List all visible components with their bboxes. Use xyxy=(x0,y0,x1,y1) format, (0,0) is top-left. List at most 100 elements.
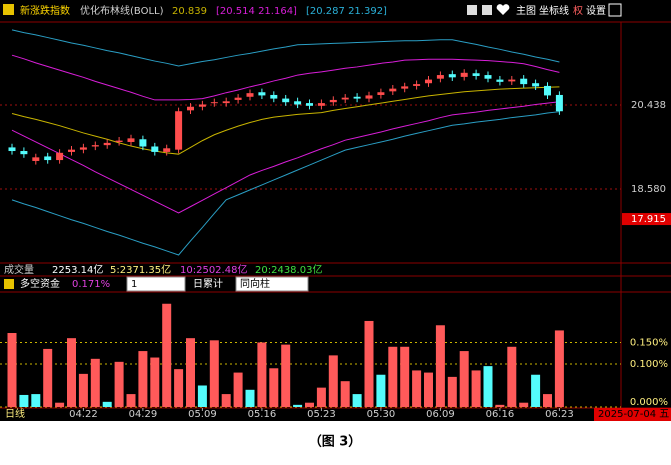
candle-body xyxy=(472,73,480,76)
help-icon[interactable] xyxy=(3,4,14,15)
bar xyxy=(221,394,231,407)
remove-button[interactable] xyxy=(482,5,492,15)
bar xyxy=(412,370,422,407)
candle-body xyxy=(234,97,242,100)
bar xyxy=(424,372,433,407)
candle-body xyxy=(151,146,159,152)
bar xyxy=(293,404,303,407)
candle-body xyxy=(353,96,361,99)
x-tick-label: 04.22 xyxy=(69,409,98,420)
candle-body xyxy=(365,95,373,99)
fund-mode: 日累计 xyxy=(193,277,223,290)
toolbar-button[interactable]: 权 xyxy=(573,4,583,17)
candle-body xyxy=(460,72,468,77)
bar xyxy=(55,402,65,407)
bar xyxy=(102,401,112,407)
candle-body xyxy=(520,78,528,85)
x-tick-label: 05.16 xyxy=(248,409,277,420)
candle-body xyxy=(544,85,551,96)
bar xyxy=(19,394,29,407)
favorite-button[interactable] xyxy=(496,4,510,16)
help-icon[interactable] xyxy=(4,279,14,289)
period-label: 日线 xyxy=(5,407,25,420)
select-period[interactable] xyxy=(126,276,186,292)
candle-body xyxy=(103,142,111,146)
band-line xyxy=(11,86,560,155)
candle-body xyxy=(508,79,516,82)
toolbar-button[interactable]: 坐标线 xyxy=(539,4,569,17)
caption: （图 3） xyxy=(309,434,362,450)
candle-body xyxy=(413,84,421,86)
bar xyxy=(352,394,362,407)
x-tick-label: 05.23 xyxy=(307,409,336,420)
x-tick-label: 06.16 xyxy=(486,409,515,420)
toolbar-button[interactable]: 主图 xyxy=(516,5,536,17)
candle-body xyxy=(175,111,183,150)
band-line xyxy=(11,101,560,214)
bar xyxy=(328,355,338,407)
candle-body xyxy=(222,101,230,104)
bar xyxy=(245,389,255,407)
candle-body xyxy=(448,74,456,78)
select-style-text: 同向柱 xyxy=(240,277,270,290)
y-tick-label: 0.100% xyxy=(630,359,668,370)
candle-body xyxy=(56,152,64,161)
candle-body xyxy=(210,102,218,104)
boll-inner: [20.514 21.164] xyxy=(216,6,297,17)
bar xyxy=(519,402,529,407)
bar xyxy=(67,338,76,407)
bar xyxy=(233,372,243,407)
bar xyxy=(43,348,53,407)
bar xyxy=(7,333,17,407)
boll-mid: 20.839 xyxy=(172,6,207,17)
bar xyxy=(186,338,195,407)
candle-body xyxy=(436,75,444,79)
candle-body xyxy=(555,94,563,112)
bar xyxy=(162,303,172,407)
last-price-box xyxy=(622,213,671,226)
candle-body xyxy=(425,79,432,84)
bar xyxy=(78,373,88,407)
select-style[interactable] xyxy=(235,276,309,292)
bar xyxy=(31,394,41,407)
x-tick-label: 04.29 xyxy=(129,409,158,420)
y-tick-label: 20.438 xyxy=(631,100,666,111)
bar xyxy=(376,374,386,407)
bar xyxy=(435,325,445,407)
candle-body xyxy=(317,103,325,106)
bar xyxy=(197,385,207,407)
band-line xyxy=(11,29,560,67)
band-line xyxy=(11,111,560,256)
bar xyxy=(495,404,505,407)
candle-body xyxy=(270,94,278,99)
volume-value: 2253.14亿 xyxy=(52,263,103,276)
add-button[interactable] xyxy=(467,5,477,15)
toolbar-button[interactable]: 设置 xyxy=(586,5,606,17)
bar xyxy=(471,370,481,407)
bar xyxy=(114,361,124,407)
y-tick-label: 0.000% xyxy=(630,397,668,408)
x-tick-label: 05.09 xyxy=(188,409,217,420)
candle-body xyxy=(198,104,206,107)
bar xyxy=(305,402,314,407)
bar xyxy=(507,346,517,407)
x-tick-label: 05.30 xyxy=(367,409,396,420)
candle-body xyxy=(139,139,147,147)
bar xyxy=(400,346,410,407)
candle-body xyxy=(127,138,135,142)
export-button[interactable] xyxy=(608,3,622,17)
fund-label: 多空资金 xyxy=(20,277,60,290)
candle-body xyxy=(294,101,302,105)
candle-body xyxy=(532,83,540,87)
x-tick-label: 06.09 xyxy=(426,409,455,420)
cursor-date: 2025-07-04 五 xyxy=(598,409,669,420)
candle-body xyxy=(187,106,194,111)
bar xyxy=(554,330,564,407)
y-tick-label: 18.580 xyxy=(631,184,666,195)
candle-body xyxy=(401,86,409,89)
candle-body xyxy=(8,147,16,152)
index-name: 新涨跌指数 xyxy=(20,4,70,17)
bar xyxy=(90,358,100,407)
